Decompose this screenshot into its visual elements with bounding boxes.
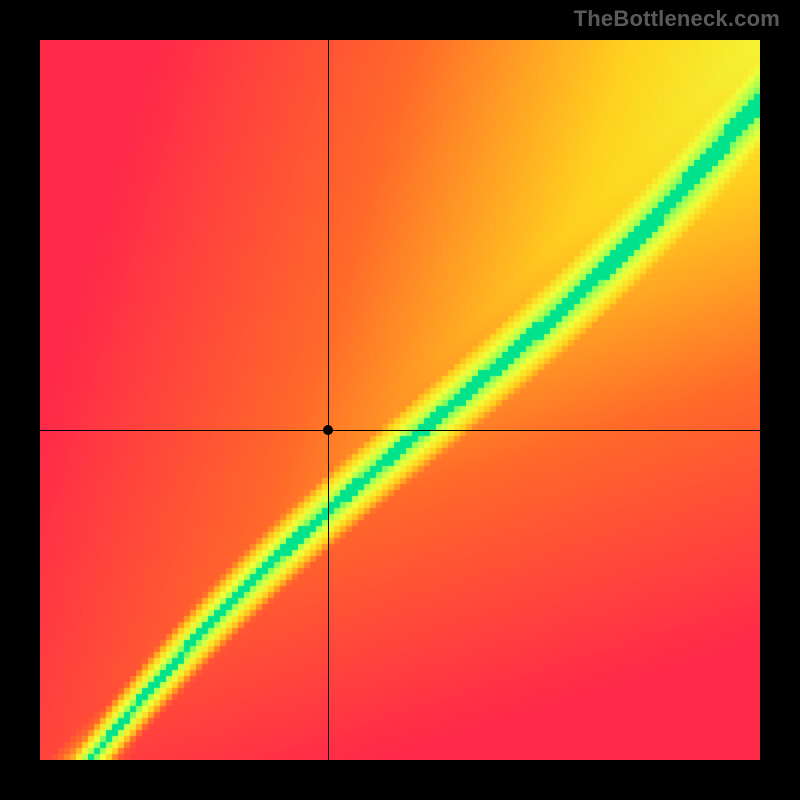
heatmap-plot — [40, 40, 760, 760]
chart-frame: TheBottleneck.com — [0, 0, 800, 800]
heatmap-canvas — [40, 40, 760, 760]
watermark-label: TheBottleneck.com — [574, 6, 780, 32]
